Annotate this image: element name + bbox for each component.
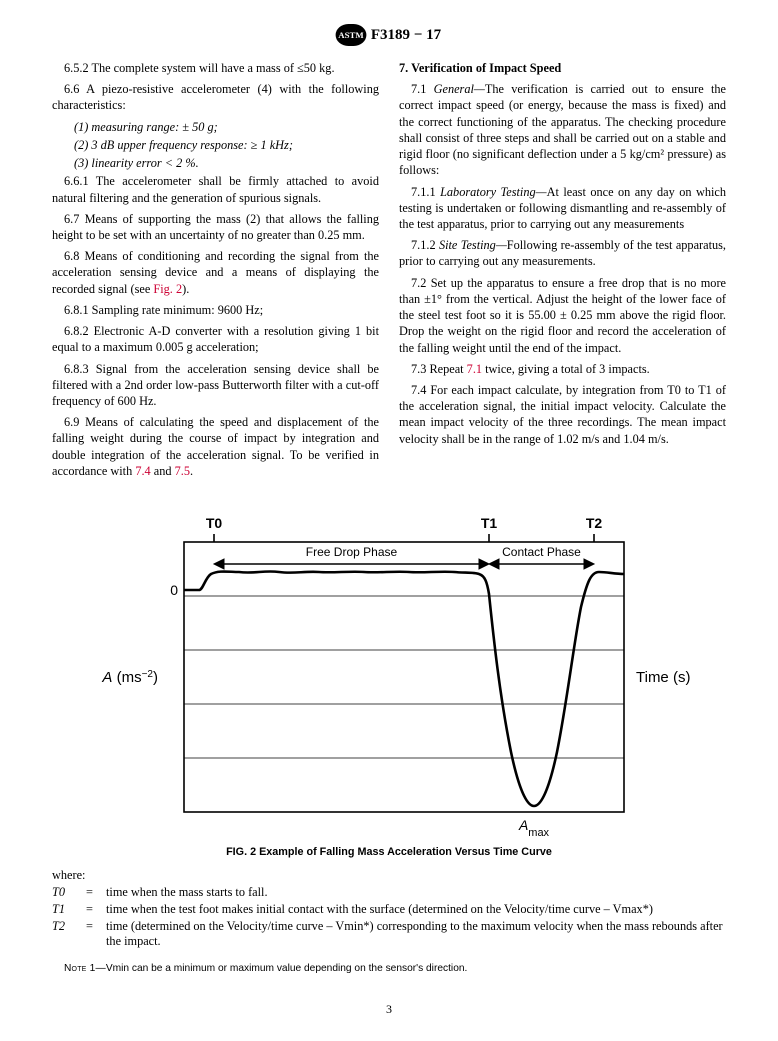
para-6-6-item3: (3) linearity error < 2 %.: [52, 155, 379, 171]
para-7-1-num: 7.1: [411, 82, 434, 96]
para-7-1-1: 7.1.1 Laboratory Testing—At least once o…: [399, 184, 726, 233]
para-6-8: 6.8 Means of conditioning and recording …: [52, 248, 379, 297]
equals: =: [86, 902, 100, 917]
left-column: 6.5.2 The complete system will have a ma…: [52, 60, 379, 484]
para-7-1-lead: General—: [434, 82, 485, 96]
def-t2: time (determined on the Velocity/time cu…: [106, 919, 726, 949]
para-7-1-1-lead: Laboratory Testing—: [440, 185, 547, 199]
term-t0: T0: [52, 885, 80, 900]
para-6-8-text-a: 6.8 Means of conditioning and recording …: [52, 249, 379, 295]
right-column: 7. Verification of Impact Speed 7.1 Gene…: [399, 60, 726, 484]
link-7-5[interactable]: 7.5: [175, 464, 190, 478]
standard-designation: F3189 − 17: [371, 27, 441, 44]
para-6-8-1: 6.8.1 Sampling rate minimum: 9600 Hz;: [52, 302, 379, 318]
svg-text:A (ms−2): A (ms−2): [101, 669, 158, 687]
para-6-7: 6.7 Means of supporting the mass (2) tha…: [52, 211, 379, 243]
para-6-6-1: 6.6.1 The accelerometer shall be firmly …: [52, 173, 379, 205]
figure-2-caption: FIG. 2 Example of Falling Mass Accelerat…: [52, 846, 726, 858]
two-column-text: 6.5.2 The complete system will have a ma…: [52, 60, 726, 484]
para-6-9-text-a: 6.9 Means of calculating the speed and d…: [52, 415, 379, 478]
para-7-3: 7.3 Repeat 7.1 twice, giving a total of …: [399, 361, 726, 377]
note-1-label: Note 1—: [64, 963, 106, 974]
para-6-9: 6.9 Means of calculating the speed and d…: [52, 414, 379, 479]
svg-text:0: 0: [170, 582, 178, 598]
equals: =: [86, 885, 100, 900]
page-number: 3: [52, 1002, 726, 1017]
link-7-1[interactable]: 7.1: [467, 362, 482, 376]
note-1: Note 1—Vmin can be a minimum or maximum …: [52, 963, 726, 974]
para-6-6-item1: (1) measuring range: ± 50 g;: [52, 119, 379, 135]
para-7-3-text-b: twice, giving a total of 3 impacts.: [482, 362, 650, 376]
astm-logo: ASTM: [335, 24, 366, 46]
para-7-4: 7.4 For each impact calculate, by integr…: [399, 382, 726, 447]
svg-text:T2: T2: [586, 515, 603, 531]
para-7-1-body: The verification is carried out to ensur…: [399, 82, 726, 177]
para-7-3-text-a: 7.3 Repeat: [411, 362, 467, 376]
para-6-8-text-b: ).: [182, 282, 189, 296]
para-6-9-text-b: .: [190, 464, 193, 478]
para-6-6-item2: (2) 3 dB upper frequency response: ≥ 1 k…: [52, 137, 379, 153]
link-fig-2[interactable]: Fig. 2: [153, 282, 182, 296]
page-header: ASTM F3189 − 17: [52, 24, 726, 46]
def-t1: time when the test foot makes initial co…: [106, 902, 726, 917]
link-7-4[interactable]: 7.4: [135, 464, 150, 478]
svg-text:T0: T0: [206, 515, 223, 531]
para-6-9-mid: and: [151, 464, 175, 478]
where-block: where: T0 = time when the mass starts to f…: [52, 868, 726, 949]
svg-text:Free Drop Phase: Free Drop Phase: [306, 545, 398, 559]
para-6-6: 6.6 A piezo-resistive accelerometer (4) …: [52, 81, 379, 113]
svg-text:T1: T1: [481, 515, 498, 531]
para-7-2: 7.2 Set up the apparatus to ensure a fre…: [399, 275, 726, 356]
para-6-8-2: 6.8.2 Electronic A-D converter with a re…: [52, 323, 379, 355]
para-7-1: 7.1 General—The verification is carried …: [399, 81, 726, 178]
svg-text:Amax: Amax: [518, 817, 550, 839]
def-t0: time when the mass starts to fall.: [106, 885, 726, 900]
para-7-1-2: 7.1.2 Site Testing—Following re-assembly…: [399, 237, 726, 269]
para-7-1-1-num: 7.1.1: [411, 185, 440, 199]
where-label: where:: [52, 868, 726, 883]
note-1-text: Vmin can be a minimum or maximum value d…: [106, 963, 468, 974]
para-6-8-3: 6.8.3 Signal from the acceleration sensi…: [52, 361, 379, 410]
term-t1: T1: [52, 902, 80, 917]
section-7-heading: 7. Verification of Impact Speed: [399, 60, 726, 76]
page-container: ASTM F3189 − 17 6.5.2 The complete syste…: [0, 0, 778, 1037]
svg-text:Contact Phase: Contact Phase: [502, 545, 581, 559]
para-6-5-2: 6.5.2 The complete system will have a ma…: [52, 60, 379, 76]
term-t2: T2: [52, 919, 80, 949]
equals: =: [86, 919, 100, 949]
definitions-grid: T0 = time when the mass starts to fall. T1…: [52, 885, 726, 949]
figure-2: T0 T1 T2 Free Drop Phase Contact Phase 0…: [52, 512, 726, 858]
figure-2-svg: T0 T1 T2 Free Drop Phase Contact Phase 0…: [79, 512, 699, 842]
para-7-1-2-lead: Site Testing—: [439, 238, 507, 252]
para-7-1-2-num: 7.1.2: [411, 238, 439, 252]
svg-text:Time (s): Time (s): [636, 669, 690, 686]
